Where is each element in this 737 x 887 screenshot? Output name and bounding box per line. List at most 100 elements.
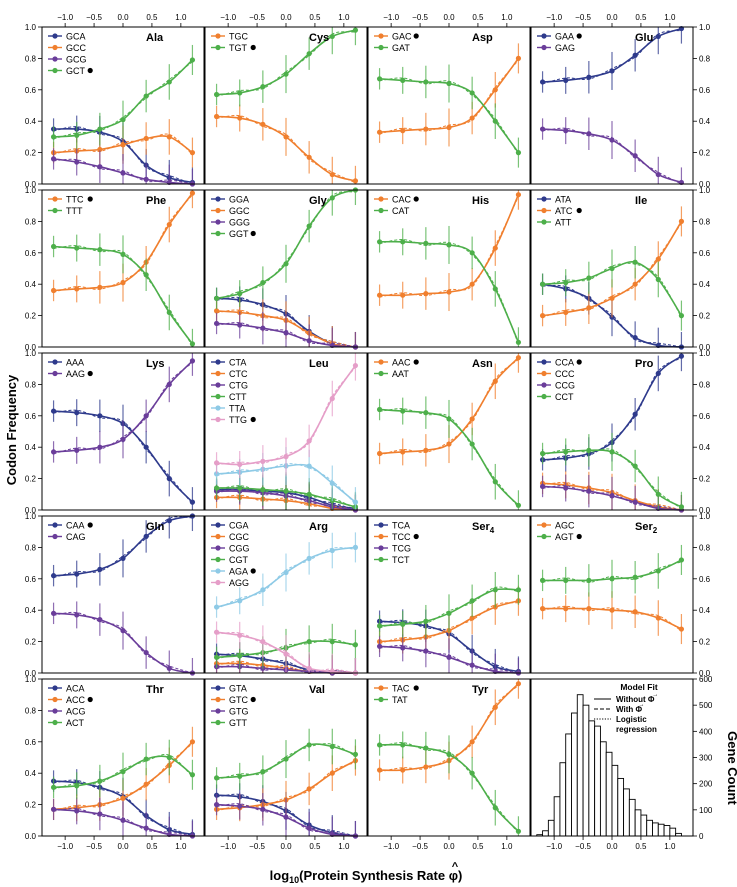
data-point [306, 555, 312, 561]
data-point [655, 568, 661, 574]
data-point [97, 566, 103, 572]
legend-key-point [52, 370, 58, 377]
panel-frame [41, 189, 205, 348]
x-tick-label: 1.0 [338, 13, 350, 22]
data-point [678, 626, 685, 632]
data-point [260, 486, 266, 493]
y-tick-label: 0.6 [25, 249, 37, 258]
x-axis-label-prefix: log [270, 868, 290, 883]
x-tick-label: 0.0 [280, 842, 292, 851]
data-point [189, 739, 196, 745]
legend-label: GTT [229, 718, 247, 728]
legend-key-point [541, 196, 547, 202]
legend-key-point [215, 382, 221, 388]
data-point [306, 491, 312, 497]
y-tick-label: 0.6 [25, 86, 37, 95]
data-point [120, 251, 126, 257]
legend-key-point [378, 196, 384, 202]
count-tick-label: 300 [699, 754, 713, 763]
y-tick-label: 0.4 [25, 443, 37, 452]
data-point [166, 754, 172, 761]
y-tick-label: 0.8 [699, 217, 711, 226]
data-point [283, 651, 289, 657]
data-point [446, 610, 452, 616]
data-point [283, 261, 289, 267]
data-point [213, 485, 220, 491]
data-point [143, 825, 149, 831]
x-tick-label: −1.0 [546, 13, 562, 22]
data-point [260, 806, 266, 812]
x-axis-label-phi-hat: ^ [452, 861, 459, 873]
data-point [283, 330, 289, 336]
data-point [260, 121, 266, 127]
legend-key-point [215, 568, 221, 574]
y-tick-label: 0.4 [699, 443, 711, 452]
data-point [306, 665, 312, 671]
legend-key-point [541, 33, 547, 39]
panel-title: Ala [146, 32, 164, 44]
y-tick-label: 0.4 [25, 280, 37, 289]
legend-key-point [215, 556, 221, 563]
data-point [655, 491, 661, 497]
data-point [539, 313, 546, 319]
series-cag [50, 601, 196, 676]
legend-key-point [215, 545, 221, 551]
data-point [50, 610, 57, 616]
legend-key-point [541, 533, 547, 540]
data-point [50, 156, 57, 162]
histogram-bar [599, 741, 607, 837]
panel-frame [367, 352, 531, 511]
data-point [376, 623, 383, 629]
data-point [74, 783, 80, 789]
count-tick-label: 600 [699, 675, 713, 684]
preferred-codon-marker [576, 207, 582, 214]
data-point [143, 533, 149, 540]
data-point [97, 247, 103, 253]
data-point [469, 115, 475, 121]
data-point [97, 444, 103, 450]
histogram-bar [628, 798, 636, 837]
panel-title: Ser4 [472, 521, 495, 535]
data-point [446, 416, 452, 422]
data-point [306, 825, 312, 831]
x-tick-label: 1.0 [338, 842, 350, 851]
data-point [423, 291, 429, 297]
model-fit-legend-arrow: → [639, 702, 645, 708]
data-point [97, 146, 103, 153]
y-tick-label: 0.2 [25, 475, 37, 484]
panel-title: Gly [309, 195, 328, 207]
legend-label: CCG [555, 381, 575, 391]
legend-label: GTA [229, 684, 247, 694]
histogram-bar [605, 751, 613, 837]
data-point [446, 289, 452, 295]
legend-key-point [378, 522, 384, 528]
x-axis-label-main: (Protein Synthesis Rate [299, 868, 449, 883]
right-y-axis-label: Gene Count [725, 731, 737, 805]
series-agg [213, 621, 359, 676]
legend-label: ACG [66, 707, 86, 717]
data-point [329, 395, 335, 402]
data-point [120, 117, 126, 123]
legend-label: TTA [229, 404, 245, 414]
data-point [166, 134, 172, 140]
series-gat [376, 64, 522, 168]
series-ttt [50, 233, 196, 347]
x-tick-label: 1.0 [175, 13, 187, 22]
legend-key-point [215, 33, 221, 39]
data-point [237, 322, 243, 328]
y-tick-label: 0.6 [25, 575, 37, 584]
histogram-bar [669, 827, 677, 837]
y-tick-label: 0.8 [25, 706, 37, 715]
panel-title: Val [309, 684, 325, 696]
panel-frame [41, 515, 205, 674]
data-point [678, 218, 685, 224]
legend-label: ATT [555, 218, 572, 228]
x-tick-label: 0.5 [635, 13, 647, 22]
data-point [283, 488, 289, 494]
histogram-bar [663, 825, 671, 837]
data-point [423, 79, 429, 85]
data-point [400, 128, 406, 134]
data-point [50, 243, 57, 250]
